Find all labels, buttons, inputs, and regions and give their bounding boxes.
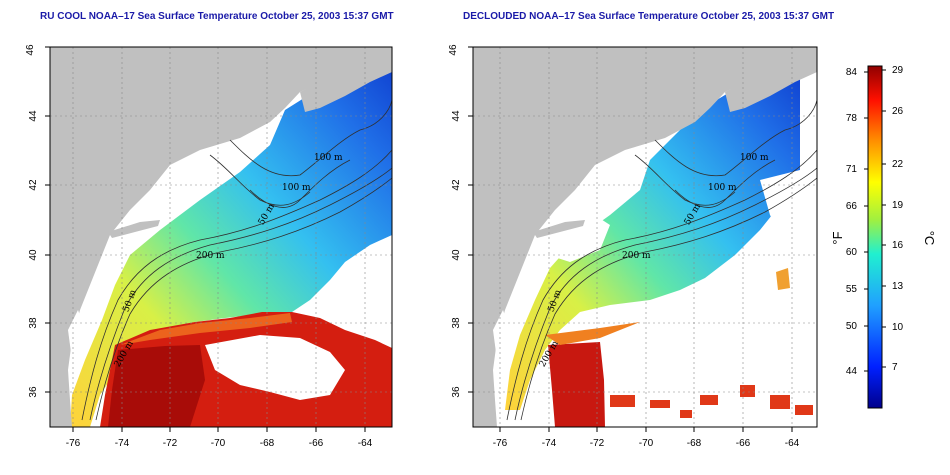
contour-label: 100 m: [282, 183, 311, 193]
lon-tick-label: -74: [542, 438, 557, 449]
lon-tick-label: -66: [309, 438, 324, 449]
cloud-patch: [340, 250, 392, 320]
fahrenheit-tick: 71: [846, 164, 858, 175]
sst-warm-edge: [120, 313, 292, 345]
lon-axis-right: [499, 427, 793, 432]
map-left: 100 m 100 m 50 m 200 m 50 m 200 m: [50, 47, 392, 427]
contour-label: 100 m: [740, 153, 769, 163]
sst-warm-patches: [610, 385, 813, 418]
celsius-tick: 7: [892, 362, 898, 373]
celsius-tick: 13: [892, 281, 904, 292]
fahrenheit-tick: 60: [846, 247, 858, 258]
map-right: 100 m 100 m 50 m 200 m 50 m 200 m: [473, 47, 817, 427]
lon-tick-label: -76: [66, 438, 81, 449]
lat-tick-label: 44: [28, 110, 39, 122]
colorbar: [867, 65, 883, 409]
lon-tick-label: -70: [639, 438, 654, 449]
lon-tick-label: -70: [211, 438, 226, 449]
fahrenheit-unit-label: °F: [830, 231, 845, 244]
celsius-tick: 29: [892, 65, 904, 76]
map-grid: [473, 47, 817, 427]
lat-axis-right: [468, 46, 473, 393]
lon-tick-label: -74: [115, 438, 130, 449]
colorbar-ticks: [864, 69, 886, 372]
lat-tick-label: 36: [28, 386, 39, 398]
land-nova-scotia: [725, 52, 817, 112]
lon-tick-label: -64: [785, 438, 800, 449]
sst-warm-edge: [545, 322, 640, 345]
lat-tick-label: 46: [25, 44, 36, 56]
celsius-tick: 26: [892, 106, 904, 117]
bay-water: [493, 310, 510, 365]
lon-tick-label: -66: [736, 438, 751, 449]
bathymetry-contours: [506, 99, 817, 421]
lon-tick-label: -72: [590, 438, 605, 449]
lat-tick-label: 42: [451, 179, 462, 191]
celsius-tick: 10: [892, 322, 904, 333]
land-nova-scotia: [300, 52, 392, 112]
lat-tick-label: 42: [28, 179, 39, 191]
cloud-patch: [205, 335, 345, 400]
sst-gulf-stream: [548, 342, 605, 427]
land-mass: [50, 47, 392, 427]
bathymetry-contours: [81, 99, 392, 421]
land-mass: [473, 47, 817, 427]
lat-tick-label: 40: [28, 249, 39, 261]
cloud-patch: [760, 170, 817, 260]
fahrenheit-tick: 84: [846, 67, 858, 78]
lat-tick-label: 46: [448, 44, 459, 56]
lat-axis-left: [45, 46, 50, 393]
celsius-tick: 16: [892, 240, 904, 251]
fahrenheit-tick: 55: [846, 284, 858, 295]
fahrenheit-tick: 44: [846, 366, 858, 377]
map-grid: [50, 47, 392, 427]
celsius-tick: 22: [892, 159, 904, 170]
fahrenheit-tick: 66: [846, 201, 858, 212]
land-island: [533, 220, 585, 238]
celsius-unit-label: °C: [922, 231, 937, 246]
fahrenheit-tick: 50: [846, 321, 858, 332]
contour-label: 100 m: [314, 153, 343, 163]
map-frame-right: [472, 46, 818, 428]
sst-shelf-water: [70, 60, 392, 427]
land-island: [108, 220, 160, 238]
contour-label: 100 m: [708, 183, 737, 193]
bay-water: [68, 310, 85, 365]
lon-tick-label: -68: [260, 438, 275, 449]
lon-tick-label: -72: [163, 438, 178, 449]
map-frame-left: [49, 46, 393, 428]
contour-label: 200 m: [622, 251, 651, 261]
panel-title-right: DECLOUDED NOAA–17 Sea Surface Temperatur…: [463, 11, 835, 22]
celsius-tick: 19: [892, 200, 904, 211]
lon-tick-label: -68: [687, 438, 702, 449]
sst-shelf-water: [505, 70, 800, 410]
lon-axis-left: [72, 427, 366, 432]
sst-gulf-core: [108, 345, 205, 427]
lat-tick-label: 40: [451, 249, 462, 261]
lon-tick-label: -64: [358, 438, 373, 449]
lon-tick-label: -76: [493, 438, 508, 449]
lat-tick-label: 38: [28, 317, 39, 329]
lat-tick-label: 38: [451, 317, 462, 329]
lat-tick-label: 36: [451, 386, 462, 398]
panel-title-left: RU COOL NOAA–17 Sea Surface Temperature …: [40, 11, 394, 22]
lat-tick-label: 44: [451, 110, 462, 122]
contour-label: 200 m: [196, 251, 225, 261]
fahrenheit-tick: 78: [846, 113, 858, 124]
sst-warm-patch: [776, 268, 790, 290]
